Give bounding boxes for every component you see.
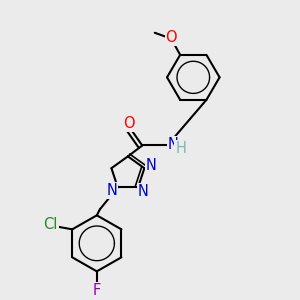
Text: N: N [138, 184, 149, 199]
Text: O: O [165, 30, 177, 45]
Text: N: N [106, 183, 117, 198]
Text: F: F [93, 283, 101, 298]
Text: H: H [175, 141, 186, 156]
Text: O: O [124, 116, 135, 131]
Text: Cl: Cl [43, 217, 58, 232]
Text: N: N [146, 158, 156, 173]
Text: N: N [168, 136, 178, 152]
